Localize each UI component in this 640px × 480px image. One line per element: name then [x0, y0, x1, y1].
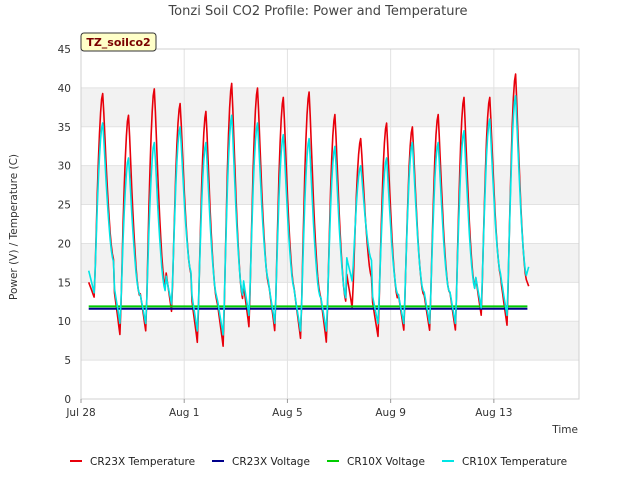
legend-label: CR23X Temperature [90, 456, 195, 468]
grid-band [81, 243, 579, 283]
y-tick-label: 40 [58, 83, 71, 95]
legend-label: CR10X Voltage [347, 456, 425, 468]
plot-frame [80, 48, 580, 400]
y-tick-label: 15 [58, 277, 71, 289]
series-layer [87, 73, 530, 347]
x-tick-label: Aug 9 [375, 407, 406, 419]
chart-title: Tonzi Soil CO2 Profile: Power and Temper… [167, 4, 467, 19]
y-tick-label: 0 [64, 394, 71, 406]
y-tick-label: 25 [58, 200, 71, 212]
y-tick-label: 10 [58, 316, 71, 328]
y-tick-label: 5 [64, 355, 71, 367]
station-badge: TZ_soilco2 [80, 32, 157, 52]
legend: CR23X Temperature CR23X Voltage CR10X Volt… [70, 456, 567, 468]
y-tick-label: 45 [58, 44, 71, 56]
x-tick-label: Jul 28 [65, 407, 95, 419]
x-axis-label: Time [551, 424, 578, 436]
x-tick-label: Aug 5 [272, 407, 303, 419]
y-axis-label: Power (V) / Temperature (C) [8, 154, 20, 300]
x-tick-label: Aug 13 [475, 407, 512, 419]
y-tick-label: 35 [58, 122, 71, 134]
station-badge-text: TZ_soilco2 [86, 36, 150, 49]
y-tick-label: 30 [58, 161, 71, 173]
grid-band [81, 87, 579, 127]
y-tick-label: 20 [58, 238, 71, 250]
series-line [87, 73, 530, 347]
station-badge-box [80, 32, 157, 52]
x-axis: Jul 28 Aug 1 Aug 5 Aug 9 Aug 13 [65, 399, 512, 419]
x-tick-label: Aug 1 [169, 407, 200, 419]
legend-label: CR10X Temperature [462, 456, 567, 468]
series-line [87, 95, 530, 336]
y-axis: 0 5 10 15 20 25 30 35 40 45 [58, 44, 71, 406]
legend-label: CR23X Voltage [232, 456, 310, 468]
grid-band [81, 321, 579, 361]
